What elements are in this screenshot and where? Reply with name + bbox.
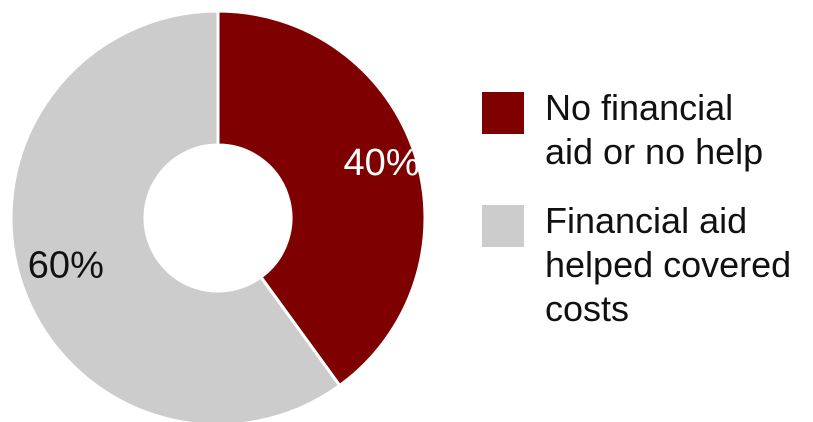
legend-item-no-aid: No financial aid or no help (482, 86, 802, 174)
slice-label-1: 60% (28, 244, 104, 286)
legend-line: aid or no help (545, 131, 764, 172)
legend-item-aid-helped: Financial aid helped covered costs (482, 199, 802, 331)
legend-line: costs (545, 288, 630, 329)
legend-label-no-aid: No financial aid or no help (545, 86, 763, 174)
legend-line: helped covered (545, 244, 792, 285)
legend-swatch-no-aid (482, 92, 524, 134)
donut-slice-0 (216, 9, 427, 388)
legend-label-aid-helped: Financial aid helped covered costs (545, 199, 791, 331)
donut-slice-1 (9, 9, 342, 422)
slice-label-0: 40% (344, 142, 420, 184)
legend-line: Financial aid (545, 200, 748, 241)
legend-line: No financial (545, 87, 734, 128)
legend-swatch-aid-helped (482, 205, 524, 247)
chart-legend: No financial aid or no help Financial ai… (482, 86, 802, 356)
